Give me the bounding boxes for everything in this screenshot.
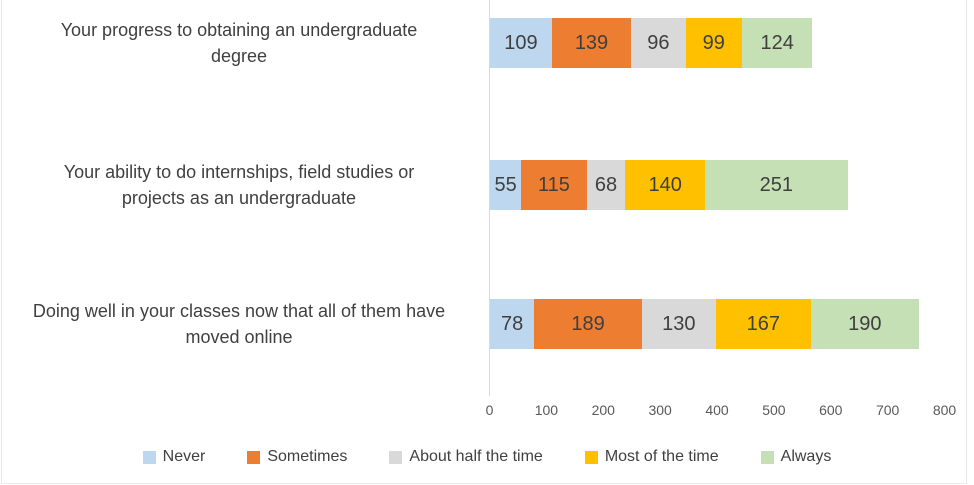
legend-item-most-of-the-time: Most of the time [584,448,719,466]
category-label: Doing well in your classes now that all … [6,298,472,350]
bar-segment-sometimes: 139 [551,18,632,68]
data-label: 68 [594,173,618,196]
data-label: 99 [702,31,725,54]
bar-segment-about-half-the-time: 68 [586,160,626,210]
data-label: 124 [760,31,794,54]
category-label-line: Your progress to obtaining an undergradu… [60,20,418,40]
bar-segment-always: 251 [704,160,848,210]
legend-label: About half the time [409,448,543,465]
bar-segment-most-of-the-time: 140 [625,160,705,210]
x-axis-tick-label: 100 [534,402,559,418]
bar-segment-most-of-the-time: 167 [715,299,811,349]
x-axis-tick-label: 800 [932,402,957,418]
data-label: 139 [574,31,609,54]
x-axis-tick-label: 300 [648,402,672,418]
bar-segment-about-half-the-time: 96 [631,18,686,68]
bar-row: 78 189 130 167 190 [490,299,919,349]
category-label-line: degree [210,46,268,66]
data-label: 251 [759,173,794,196]
legend-item-never: Never [142,448,206,466]
data-label: 109 [504,31,538,54]
bar-segment-always: 190 [810,299,919,349]
bar-segment-never: 55 [490,160,522,210]
x-axis-tick-label: 400 [705,402,729,418]
bar-row: 109 139 96 99 124 [490,18,813,68]
category-label-line: Doing well in your classes now that all … [32,301,446,321]
category-label: Your progress to obtaining an undergradu… [6,17,472,69]
category-label-line: Your ability to do internships, field st… [63,162,415,182]
data-label: 189 [571,312,605,335]
bar-segment-most-of-the-time: 99 [685,18,742,68]
legend-swatch-icon [247,450,261,464]
legend-label: Sometimes [267,448,348,465]
legend-item-sometimes: Sometimes [247,448,347,466]
legend-item-always: Always [760,448,832,466]
bar-segment-never: 109 [490,18,552,68]
legend-swatch-icon [389,450,403,464]
data-label: 130 [662,312,696,335]
data-label: 140 [648,173,682,196]
bar-segment-never: 78 [490,299,535,349]
legend-label: Always [780,448,832,465]
legend-item-about-half-the-time: About half the time [389,448,543,466]
x-axis-tick-label: 0 [485,402,494,418]
data-label: 55 [494,173,517,196]
legend-label: Most of the time [604,448,719,465]
bar-segment-sometimes: 115 [521,160,587,210]
legend-swatch-icon [760,450,774,464]
legend-swatch-icon [142,450,156,464]
bar-row: 55 115 68 140 251 [490,160,848,210]
x-axis-tick-label: 500 [762,402,786,418]
data-label: 96 [647,31,670,54]
data-label: 190 [848,312,882,335]
x-axis-tick-label: 600 [819,402,843,418]
legend-swatch-icon [584,450,598,464]
bar-segment-about-half-the-time: 130 [641,299,716,349]
x-axis-tick-label: 700 [875,402,900,418]
category-label-line: projects as an undergraduate [121,188,357,208]
category-label: Your ability to do internships, field st… [6,159,472,211]
legend: Never Sometimes About half the time Most of… [0,444,974,470]
bar-segment-always: 124 [741,18,813,68]
data-label: 78 [501,312,524,335]
x-axis-tick-label: 200 [591,402,615,418]
legend-label: Never [162,448,206,465]
bar-segment-sometimes: 189 [534,299,642,349]
category-label-line: moved online [185,327,293,347]
data-label: 115 [538,173,570,196]
data-label: 167 [746,312,780,335]
y-axis-line [489,0,490,396]
